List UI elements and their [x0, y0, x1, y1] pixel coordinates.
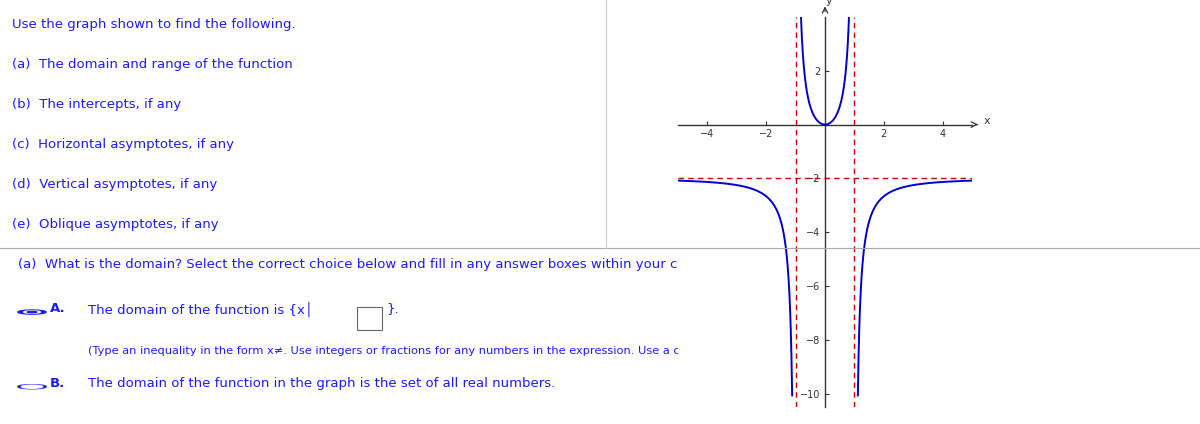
Text: B.: B. [49, 377, 65, 390]
Text: The domain of the function in the graph is the set of all real numbers.: The domain of the function in the graph … [89, 377, 556, 390]
Circle shape [22, 385, 42, 388]
Circle shape [28, 311, 37, 313]
Circle shape [24, 311, 41, 313]
Text: (c)  Horizontal asymptotes, if any: (c) Horizontal asymptotes, if any [12, 138, 234, 151]
FancyBboxPatch shape [356, 307, 383, 330]
Text: A.: A. [49, 302, 65, 315]
Text: y: y [826, 0, 833, 6]
Text: (a)  The domain and range of the function: (a) The domain and range of the function [12, 58, 293, 71]
Text: (d)  Vertical asymptotes, if any: (d) Vertical asymptotes, if any [12, 178, 217, 191]
Text: The domain of the function is {x│: The domain of the function is {x│ [89, 302, 313, 317]
Text: Use the graph shown to find the following.: Use the graph shown to find the followin… [12, 18, 295, 31]
Text: }.: }. [386, 302, 398, 315]
Text: (e)  Oblique asymptotes, if any: (e) Oblique asymptotes, if any [12, 218, 218, 231]
Text: (Type an inequality in the form x≠. Use integers or fractions for any numbers in: (Type an inequality in the form x≠. Use … [89, 346, 906, 356]
Text: x: x [984, 115, 990, 126]
Circle shape [18, 310, 46, 314]
Text: (a)  What is the domain? Select the correct choice below and fill in any answer : (a) What is the domain? Select the corre… [18, 258, 718, 271]
Circle shape [18, 385, 46, 389]
Text: (b)  The intercepts, if any: (b) The intercepts, if any [12, 98, 181, 111]
